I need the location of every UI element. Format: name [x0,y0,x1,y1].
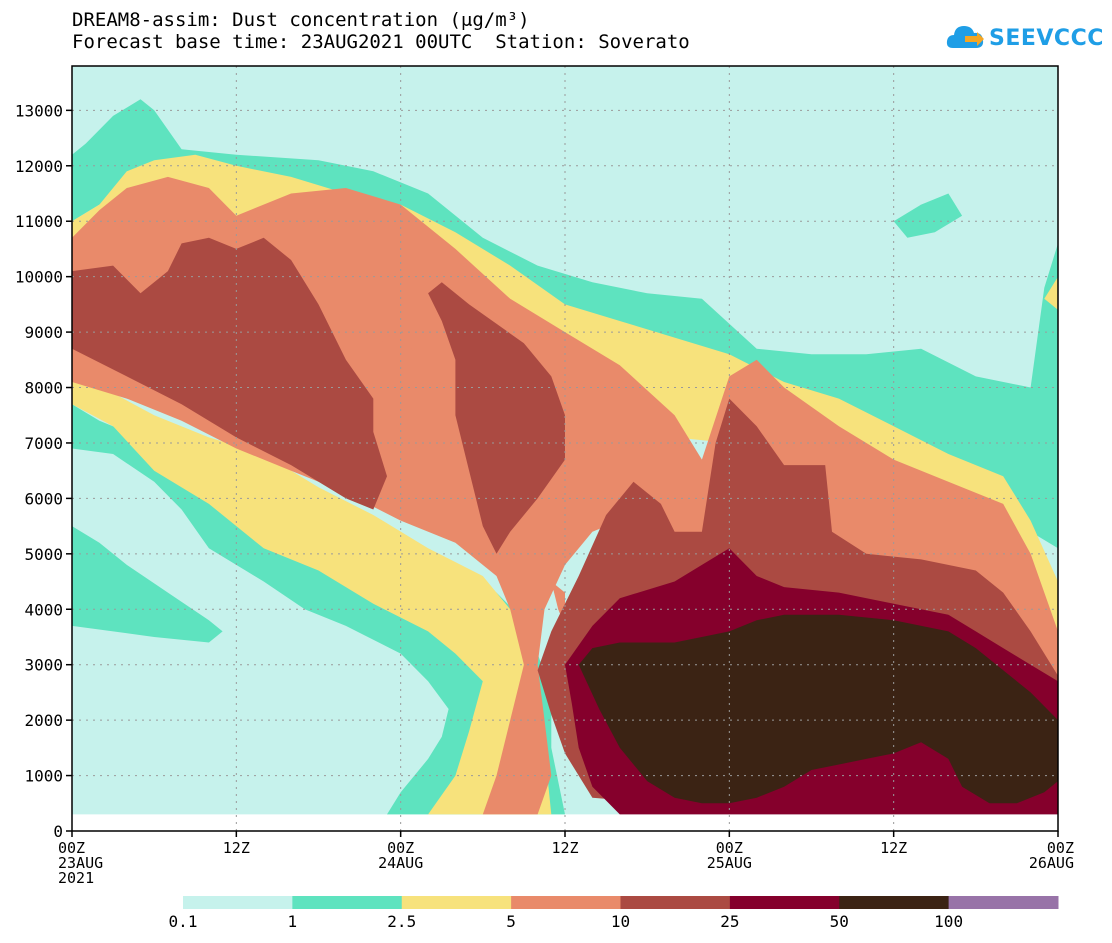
grid-lines [72,66,1058,831]
y-tick-label: 3000 [24,656,63,675]
legend-label: 25 [720,912,739,931]
x-tick-label: 00Z [58,839,85,857]
legend-label: 5 [506,912,516,931]
x-tick-label: 00Z [1047,839,1074,857]
band-1-region-2 [72,526,223,643]
x-tick-label: 00Z [387,839,414,857]
x-tick-label: 25AUG [707,854,752,872]
logo-text: SEEVCCC [989,25,1104,51]
legend-swatch-4 [620,896,731,909]
legend-swatch-1 [292,896,403,909]
x-tick-label: 24AUG [378,854,423,872]
y-tick-label: 0 [53,822,63,841]
x-tick-label: 12Z [880,839,907,857]
cloud-icon [946,26,984,48]
legend-label: 1 [288,912,298,931]
y-tick-label: 12000 [15,157,63,176]
band-10-region-0 [72,237,387,510]
y-tick-label: 6000 [24,489,63,508]
band-5-region-2 [373,326,415,432]
y-tick-label: 1000 [24,767,63,786]
x-tick-label: 12Z [223,839,250,857]
x-tick-label: 12Z [551,839,578,857]
x-tick-label: 00Z [716,839,743,857]
legend-swatch-5 [729,896,840,909]
y-tick-label: 7000 [24,434,63,453]
legend-label: 10 [611,912,630,931]
y-tick-label: 13000 [15,101,63,120]
y-tick-label: 10000 [15,268,63,287]
band-1-region-3 [893,193,963,238]
chart-subtitle: Forecast base time: 23AUG2021 00UTC Stat… [72,31,690,53]
x-tick-label: 23AUG [58,854,103,872]
band-2.5-region-1 [72,370,552,815]
legend-label: 2.5 [387,912,416,931]
legend-swatch-2 [401,896,512,909]
x-tick-label: 2021 [58,869,94,887]
band-2.5-region-2 [1044,276,1058,310]
y-tick-label: 2000 [24,711,63,730]
color-legend: 0.1 1 2.5 5 10 25 50 100 [169,896,1059,931]
legend-swatch-7 [948,896,1059,909]
y-tick-label: 8000 [24,379,63,398]
legend-label: 0.1 [169,912,198,931]
y-tick-label: 5000 [24,545,63,564]
band-10-region-1 [428,282,565,554]
legend-swatch-6 [839,896,950,909]
y-tick-label: 4000 [24,600,63,619]
legend-swatch-3 [511,896,621,909]
legend-label: 50 [830,912,849,931]
band-50-region-0 [578,614,1058,804]
legend-label: 100 [934,912,963,931]
seevccc-logo: SEEVCCC [945,18,1104,58]
x-tick-label: 26AUG [1029,854,1074,872]
chart-title: DREAM8-assim: Dust concentration (μg/m³) [72,9,530,31]
y-tick-label: 9000 [24,323,63,342]
y-tick-label: 11000 [15,212,63,231]
legend-swatch-0 [183,896,293,909]
y-axis: 0 1000 2000 3000 4000 5000 6000 7000 8000 9000 100… [15,101,72,841]
